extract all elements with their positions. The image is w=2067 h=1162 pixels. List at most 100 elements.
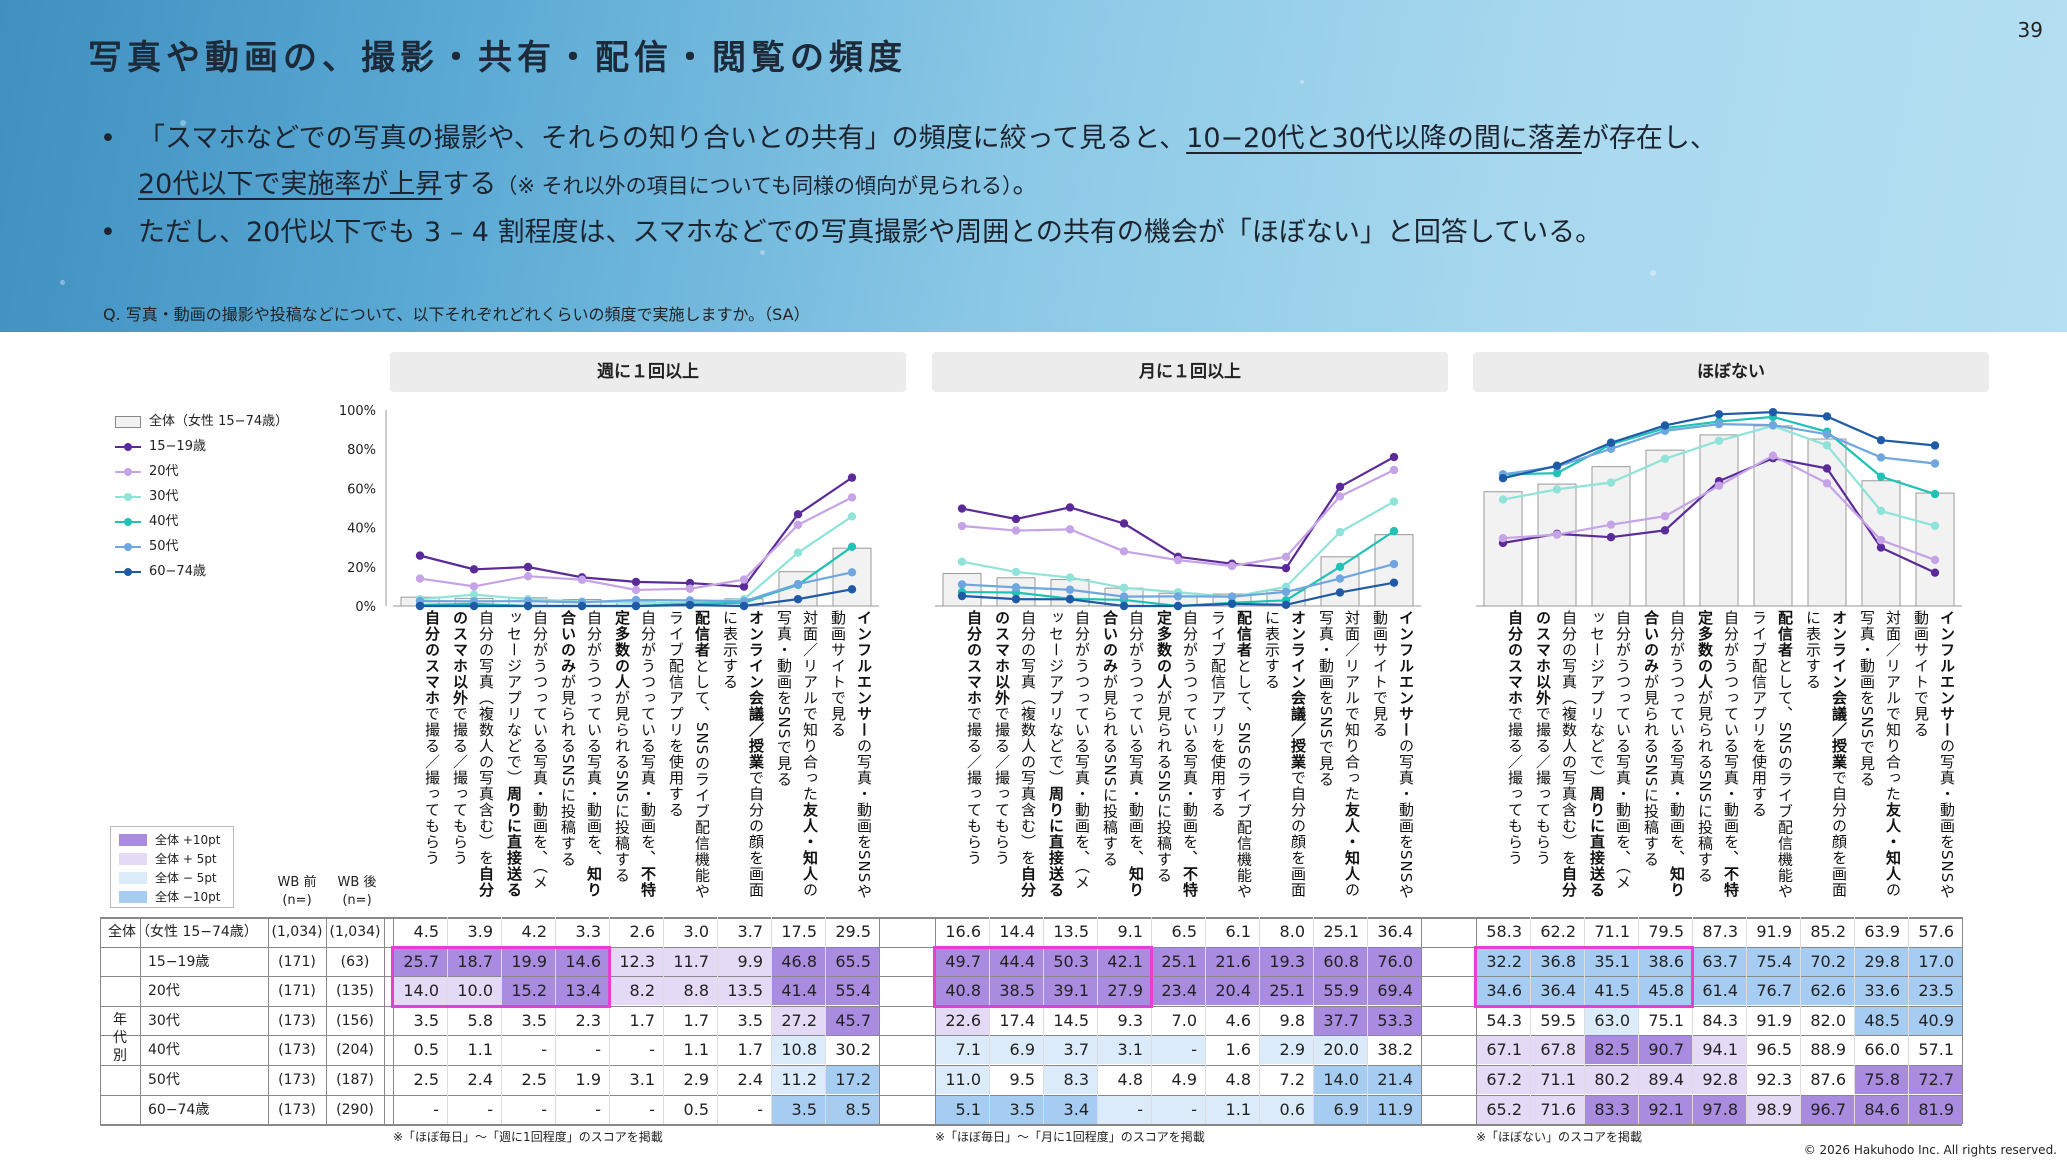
legend-line-swatch <box>113 487 141 507</box>
table-rule <box>100 1035 1962 1037</box>
wb-before-cell: (173) <box>278 1012 316 1029</box>
value-cell: 7.0 <box>1171 1010 1197 1030</box>
series-point <box>957 557 967 566</box>
row-label-age: 40代 <box>148 1042 180 1059</box>
bullet-dot: • <box>100 217 116 248</box>
value-cell: 1.7 <box>683 1010 709 1030</box>
series-point <box>1498 533 1508 543</box>
table-vrule <box>1962 917 1963 1125</box>
value-cell: 10.8 <box>772 1036 825 1065</box>
wb-after-cell: (1,034) <box>329 924 381 940</box>
series-point <box>631 585 641 595</box>
table-vrule <box>140 917 141 1125</box>
value-cell: - <box>541 1099 547 1119</box>
series-point <box>1065 585 1075 594</box>
series-point <box>1173 601 1183 611</box>
value-cell: 84.3 <box>1702 1010 1738 1030</box>
item-label: インフルエンサーの写真・動画をSNSや動画サイトで見る <box>1371 610 1415 900</box>
value-cell: 54.3 <box>1486 1010 1522 1030</box>
series-point <box>1389 526 1399 536</box>
value-cell: - <box>595 1099 601 1119</box>
table-vrule <box>1854 917 1855 1125</box>
series-point <box>1876 472 1886 481</box>
series-point <box>1876 535 1886 545</box>
value-cell: 30.2 <box>835 1040 871 1060</box>
bullet-1-underline-a: 10−20代と30代以降の間に落差 <box>1186 123 1582 154</box>
series-point <box>1389 578 1399 587</box>
value-cell: - <box>541 1040 547 1060</box>
wb-after-cell: (204) <box>336 1042 374 1059</box>
series-point <box>847 568 857 577</box>
value-cell: 1.1 <box>1206 1095 1259 1124</box>
legend-label: 50代 <box>149 539 179 554</box>
value-cell: 8.5 <box>826 1095 879 1124</box>
value-cell: 55.4 <box>826 977 879 1006</box>
series-point <box>1822 464 1832 473</box>
value-cell: 62.6 <box>1801 977 1854 1006</box>
item-label: 自分がうつっている写真・動画を、知り合いのみが見られるSNSに投稿する <box>1101 610 1145 898</box>
value-cell: 40.9 <box>1909 1006 1962 1035</box>
series-point <box>957 521 967 531</box>
legend-line-swatch <box>113 562 141 582</box>
value-cell: 3.9 <box>467 922 493 941</box>
series-point <box>1498 495 1508 504</box>
value-cell: 46.8 <box>772 947 825 976</box>
series-point <box>1660 512 1670 521</box>
wb-after-cell: (156) <box>336 1012 374 1029</box>
value-cell: 9.8 <box>1279 1010 1305 1030</box>
shading-label: 全体 − 5pt <box>155 871 217 885</box>
value-cell: 65.5 <box>826 947 879 976</box>
item-label: 自分がうつっている写真・動画を、不特定多数の人が見られるSNSに投稿する <box>613 610 657 898</box>
value-cell: 2.6 <box>629 922 655 941</box>
table-vrule <box>1421 917 1422 1125</box>
value-cell: 13.5 <box>1053 922 1089 941</box>
value-cell: 9.5 <box>1009 1070 1035 1089</box>
value-cell: 80.2 <box>1585 1066 1638 1094</box>
series-point <box>1606 533 1616 542</box>
value-cell: 13.4 <box>556 977 609 1006</box>
series-point <box>1552 530 1562 539</box>
legend-label: 30代 <box>149 489 179 504</box>
value-cell: 45.7 <box>826 1006 879 1035</box>
series-point <box>1930 489 1940 499</box>
value-cell: - <box>757 1099 763 1119</box>
series-point <box>1389 465 1399 475</box>
series-point <box>1606 444 1616 454</box>
series-point <box>469 582 479 591</box>
value-cell: 23.5 <box>1909 977 1962 1006</box>
item-label: 自分のスマホで撮る／撮ってもらう <box>1506 610 1524 866</box>
value-cell: 50.3 <box>1044 947 1097 976</box>
value-cell: 3.5 <box>521 1010 547 1030</box>
value-cell: 32.2 <box>1477 947 1530 976</box>
value-cell: 1.1 <box>467 1040 493 1060</box>
series-point <box>847 493 857 502</box>
value-cell: 4.6 <box>1225 1010 1251 1030</box>
value-cell: 91.9 <box>1756 1010 1792 1030</box>
value-cell: 14.5 <box>1053 1010 1089 1030</box>
value-cell: 21.4 <box>1368 1066 1421 1094</box>
table-vrule <box>326 917 327 1125</box>
series-point <box>1335 574 1345 583</box>
series-point <box>957 504 967 513</box>
value-cell: 72.7 <box>1909 1066 1962 1094</box>
value-cell: - <box>1152 1036 1205 1065</box>
value-cell: 8.0 <box>1279 922 1305 941</box>
item-label: インフルエンサーの写真・動画をSNSや動画サイトで見る <box>1912 610 1956 900</box>
series-point <box>1552 461 1562 470</box>
value-cell: 20.0 <box>1314 1036 1367 1065</box>
total-bar <box>1374 534 1414 607</box>
wb-after-cell: (290) <box>336 1101 374 1118</box>
value-cell: 27.9 <box>1098 977 1151 1006</box>
page-title: 写真や動画の、撮影・共有・配信・閲覧の頻度 <box>88 38 907 78</box>
value-cell: 1.1 <box>683 1040 709 1060</box>
value-cell: 61.4 <box>1693 977 1746 1006</box>
series-point <box>1876 435 1886 445</box>
y-tick-label: 100% <box>339 404 376 419</box>
value-cell: 7.2 <box>1279 1070 1305 1089</box>
series-point <box>1714 436 1724 445</box>
series-point <box>415 601 425 611</box>
item-label: オンライン会議／授業で自分の顔を画面に表示する <box>721 610 765 898</box>
table-vrule <box>609 917 610 1125</box>
table-rule <box>100 1065 1962 1066</box>
legend-label: 15−19歳 <box>149 439 206 454</box>
